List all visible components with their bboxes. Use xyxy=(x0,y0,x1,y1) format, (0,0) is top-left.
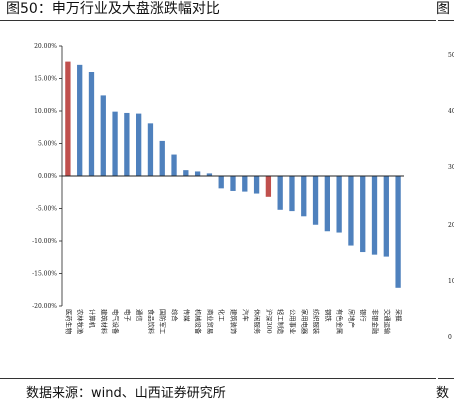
adjacent-title-rule xyxy=(438,20,454,21)
bar-3 xyxy=(100,95,106,176)
y-tick-label: -5.00% xyxy=(36,206,57,213)
x-tick-label: 综合 xyxy=(171,309,180,322)
x-tick-label: 建筑装饰 xyxy=(230,309,239,334)
x-tick-label: 休闲服务 xyxy=(253,309,262,335)
bar-6 xyxy=(136,113,142,176)
x-tick-label: 计算机 xyxy=(88,309,97,329)
y-tick-label: 5.00% xyxy=(38,141,57,148)
source-rule xyxy=(0,378,436,379)
x-tick-label: 电子 xyxy=(123,309,132,322)
x-tick-label: 农林牧渔 xyxy=(76,309,85,334)
adjacent-chart-tick-label: 40 xyxy=(448,108,454,115)
x-tick-label: 建筑材料 xyxy=(100,309,109,335)
x-tick-label: 交通运输 xyxy=(383,309,392,335)
bar-14 xyxy=(230,176,236,191)
bar-12 xyxy=(206,173,213,176)
adjacent-source-note: 数 xyxy=(436,386,450,401)
bar-28 xyxy=(395,176,401,288)
x-tick-label: 化工 xyxy=(218,309,227,322)
bar-20 xyxy=(301,176,307,217)
adjacent-source-rule xyxy=(438,378,454,379)
x-tick-label: 钢铁 xyxy=(324,309,333,322)
bar-9 xyxy=(171,154,177,176)
x-tick-label: 通信 xyxy=(135,309,144,322)
title-rule xyxy=(0,20,436,21)
source-note: 数据来源：wind、山西证券研究所 xyxy=(26,386,226,401)
bar-21 xyxy=(312,176,319,225)
y-tick-label: 15.00% xyxy=(34,76,57,83)
bar-15 xyxy=(242,176,248,192)
bar-11 xyxy=(194,171,201,176)
y-tick-label: 20.00% xyxy=(34,43,57,50)
bar-18 xyxy=(277,176,283,210)
bar-22 xyxy=(324,176,330,232)
x-tick-label: 银行 xyxy=(359,309,368,322)
bar-27 xyxy=(383,176,389,257)
x-tick-label: 非银金融 xyxy=(371,309,380,335)
bar-10 xyxy=(183,170,189,176)
x-tick-label: 电气设备 xyxy=(112,309,121,335)
x-tick-label: 机械设备 xyxy=(194,309,203,335)
bar-4 xyxy=(112,111,118,176)
x-tick-label: 纺织服装 xyxy=(312,309,321,335)
adjacent-chart-tick-label: 0 xyxy=(448,334,452,341)
x-tick-label: 食品饮料 xyxy=(147,309,156,335)
bar-7 xyxy=(147,123,154,176)
figure-title: 图50：申万行业及大盘涨跌幅对比 xyxy=(6,1,220,17)
x-tick-label: 轻工制造 xyxy=(277,309,286,335)
x-tick-label: 商业贸易 xyxy=(206,309,215,334)
adjacent-chart-tick-label: 10 xyxy=(448,278,454,285)
y-tick-label: -15.00% xyxy=(32,271,57,278)
x-tick-label: 家用电器 xyxy=(300,309,309,335)
x-tick-label: 医药生物 xyxy=(64,309,73,334)
x-tick-label: 汽车 xyxy=(241,309,250,322)
bar-13 xyxy=(218,176,224,189)
industry-returns-bar-chart: 20.00% 15.00% 10.00% 5.00% 0.00% -5.00% -10.00… xyxy=(32,43,404,335)
bar-26 xyxy=(371,176,378,255)
x-tick-label: 公用事业 xyxy=(288,309,297,334)
adjacent-chart-tick-label: 50 xyxy=(448,52,454,59)
bar-23 xyxy=(336,176,342,233)
bar-1 xyxy=(77,64,83,176)
x-tick-label: 采掘 xyxy=(395,309,404,322)
bar-0 xyxy=(65,61,71,176)
x-tick-label: 国防军工 xyxy=(159,309,168,334)
bar-2 xyxy=(88,72,95,176)
bar-17 xyxy=(265,176,272,197)
bar-19 xyxy=(289,176,295,212)
adjacent-figure-title: 图 xyxy=(436,1,450,17)
y-tick-label: -10.00% xyxy=(32,238,57,245)
y-tick-label: 10.00% xyxy=(34,108,57,115)
x-tick-label: 传媒 xyxy=(182,309,191,322)
bar-24 xyxy=(348,176,354,246)
adjacent-chart-tick-label: 30 xyxy=(448,164,454,171)
y-tick-label: -20.00% xyxy=(32,303,57,310)
bar-5 xyxy=(124,112,130,176)
x-tick-label: 沪深300 xyxy=(265,309,274,334)
bar-8 xyxy=(159,140,165,176)
adjacent-chart-tick-label: 20 xyxy=(448,222,454,229)
bar-25 xyxy=(360,176,366,253)
y-tick-label: 0.00% xyxy=(38,173,57,180)
bar-16 xyxy=(253,176,260,194)
x-tick-label: 房地产 xyxy=(347,309,356,328)
x-tick-label: 有色金属 xyxy=(336,309,345,334)
